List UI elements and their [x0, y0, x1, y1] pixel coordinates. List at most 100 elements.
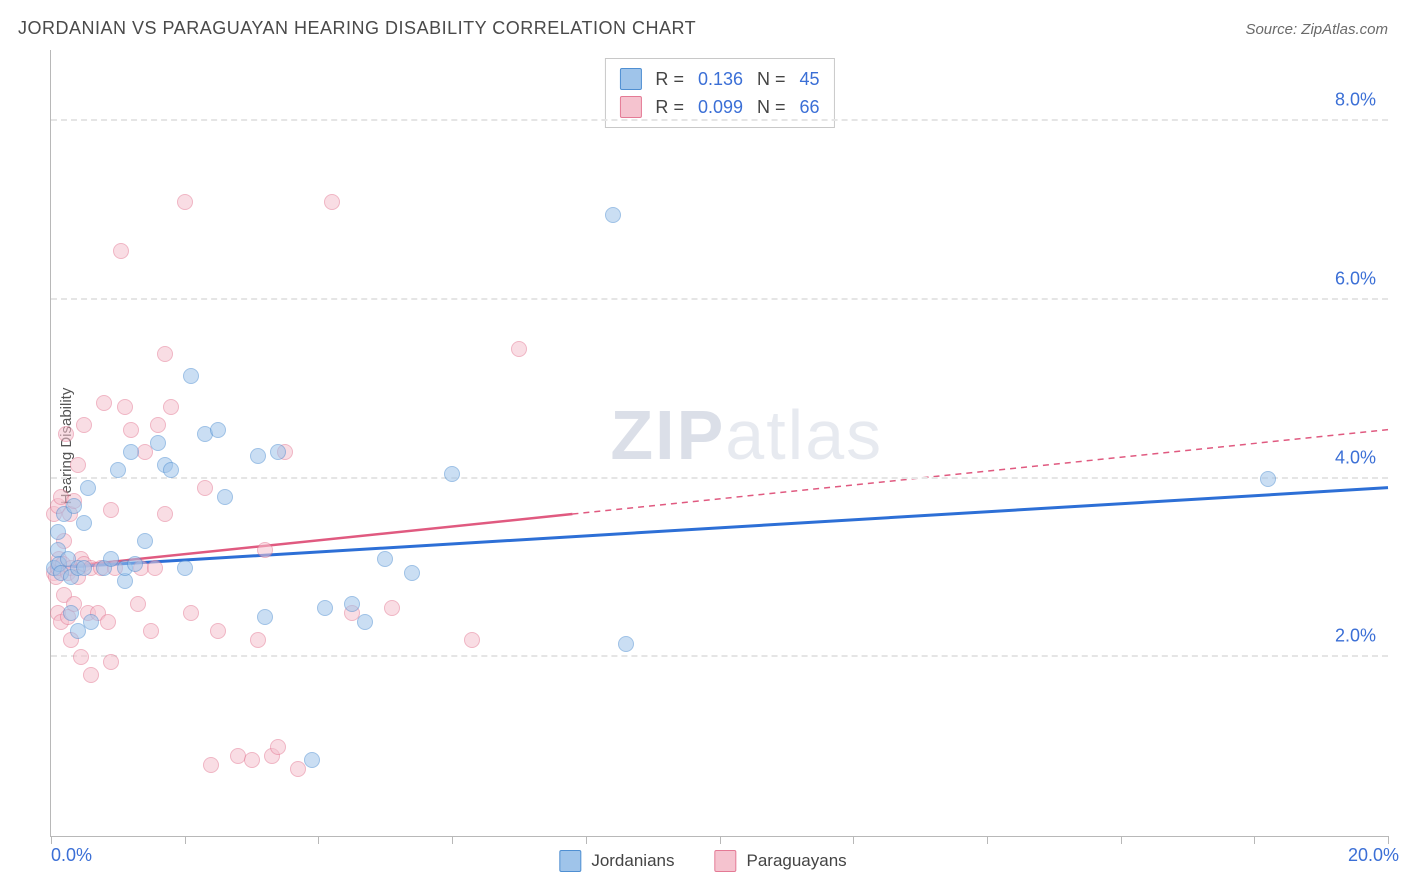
- data-point: [270, 739, 286, 755]
- data-point: [143, 623, 159, 639]
- n-value-1: 45: [800, 65, 820, 93]
- data-point: [177, 560, 193, 576]
- x-tick: [185, 836, 186, 844]
- data-point: [150, 417, 166, 433]
- source-label: Source: ZipAtlas.com: [1245, 21, 1388, 38]
- data-point: [384, 600, 400, 616]
- data-point: [183, 368, 199, 384]
- data-point: [464, 632, 480, 648]
- data-point: [76, 417, 92, 433]
- data-point: [80, 480, 96, 496]
- legend-swatch-2: [714, 850, 736, 872]
- data-point: [76, 515, 92, 531]
- data-point: [511, 341, 527, 357]
- r-value-1: 0.136: [698, 65, 743, 93]
- gridline: [51, 477, 1388, 479]
- data-point: [76, 560, 92, 576]
- swatch-series1: [619, 68, 641, 90]
- data-point: [605, 207, 621, 223]
- legend-swatch-1: [559, 850, 581, 872]
- x-tick: [1254, 836, 1255, 844]
- data-point: [444, 466, 460, 482]
- data-point: [357, 614, 373, 630]
- legend-label-2: Paraguayans: [746, 851, 846, 871]
- gridline: [51, 655, 1388, 657]
- x-tick-label: 20.0%: [1348, 845, 1399, 866]
- data-point: [127, 556, 143, 572]
- data-point: [163, 399, 179, 415]
- data-point: [137, 533, 153, 549]
- x-tick: [318, 836, 319, 844]
- legend-item-2: Paraguayans: [714, 850, 846, 872]
- data-point: [117, 399, 133, 415]
- data-point: [618, 636, 634, 652]
- data-point: [100, 614, 116, 630]
- data-point: [70, 457, 86, 473]
- stats-row: R = 0.136 N = 45: [619, 65, 819, 93]
- y-tick-label: 4.0%: [1335, 447, 1376, 468]
- data-point: [83, 614, 99, 630]
- data-point: [304, 752, 320, 768]
- trend-lines: [51, 50, 1388, 836]
- data-point: [50, 524, 66, 540]
- data-point: [103, 654, 119, 670]
- legend-label-1: Jordanians: [591, 851, 674, 871]
- gridline: [51, 119, 1388, 121]
- data-point: [96, 395, 112, 411]
- data-point: [257, 609, 273, 625]
- x-tick: [452, 836, 453, 844]
- x-tick: [1121, 836, 1122, 844]
- data-point: [73, 649, 89, 665]
- data-point: [404, 565, 420, 581]
- data-point: [123, 422, 139, 438]
- n-value-2: 66: [800, 93, 820, 121]
- x-tick: [987, 836, 988, 844]
- data-point: [163, 462, 179, 478]
- x-tick: [720, 836, 721, 844]
- y-tick-label: 6.0%: [1335, 269, 1376, 290]
- bottom-legend: Jordanians Paraguayans: [559, 850, 846, 872]
- y-tick-label: 8.0%: [1335, 90, 1376, 111]
- x-tick-label: 0.0%: [51, 845, 92, 866]
- watermark: ZIPatlas: [610, 395, 883, 475]
- data-point: [210, 623, 226, 639]
- x-tick: [1388, 836, 1389, 844]
- x-tick: [853, 836, 854, 844]
- data-point: [1260, 471, 1276, 487]
- data-point: [147, 560, 163, 576]
- data-point: [250, 632, 266, 648]
- data-point: [110, 462, 126, 478]
- data-point: [217, 489, 233, 505]
- data-point: [157, 506, 173, 522]
- data-point: [130, 596, 146, 612]
- data-point: [177, 194, 193, 210]
- data-point: [157, 346, 173, 362]
- data-point: [244, 752, 260, 768]
- data-point: [83, 667, 99, 683]
- data-point: [250, 448, 266, 464]
- data-point: [377, 551, 393, 567]
- data-point: [270, 444, 286, 460]
- stats-row: R = 0.099 N = 66: [619, 93, 819, 121]
- data-point: [113, 243, 129, 259]
- data-point: [257, 542, 273, 558]
- data-point: [58, 426, 74, 442]
- chart-title: JORDANIAN VS PARAGUAYAN HEARING DISABILI…: [18, 18, 696, 39]
- data-point: [324, 194, 340, 210]
- data-point: [203, 757, 219, 773]
- data-point: [150, 435, 166, 451]
- correlation-stats-box: R = 0.136 N = 45 R = 0.099 N = 66: [604, 58, 834, 128]
- data-point: [210, 422, 226, 438]
- data-point: [66, 498, 82, 514]
- swatch-series2: [619, 96, 641, 118]
- data-point: [103, 502, 119, 518]
- x-tick: [586, 836, 587, 844]
- legend-item-1: Jordanians: [559, 850, 674, 872]
- scatter-plot: ZIPatlas R = 0.136 N = 45 R = 0.099 N = …: [50, 50, 1388, 837]
- data-point: [317, 600, 333, 616]
- data-point: [197, 480, 213, 496]
- gridline: [51, 298, 1388, 300]
- data-point: [123, 444, 139, 460]
- data-point: [344, 596, 360, 612]
- data-point: [63, 605, 79, 621]
